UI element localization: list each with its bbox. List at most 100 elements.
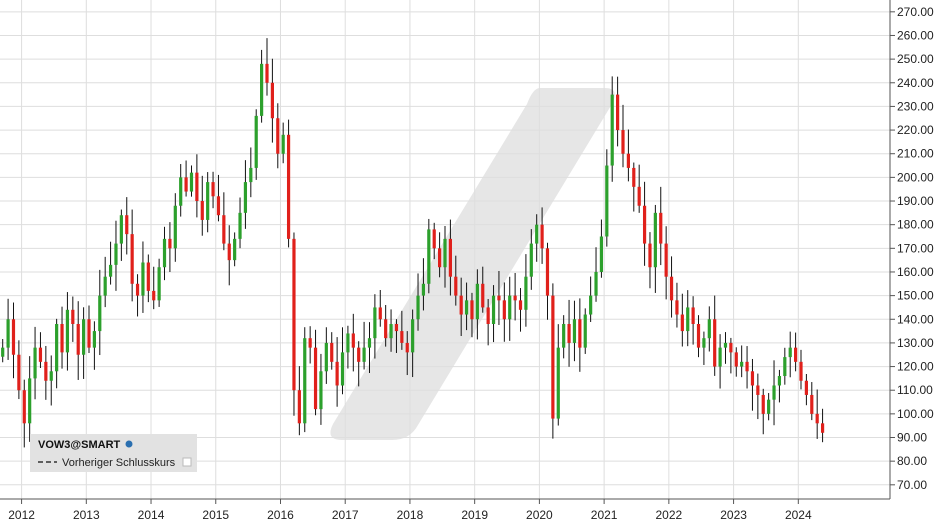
candle-body <box>108 264 113 277</box>
candle-body <box>103 276 107 296</box>
candle-body <box>92 331 96 348</box>
y-tick-label: 170.00 <box>897 241 934 255</box>
candle-body <box>675 300 679 315</box>
candle-body <box>340 352 345 386</box>
y-tick-label: 230.00 <box>897 99 934 113</box>
candle-body <box>87 319 91 348</box>
candle-body <box>502 300 506 320</box>
x-tick-label: 2023 <box>720 508 747 522</box>
candle-body <box>626 153 630 168</box>
candle-body <box>71 309 75 324</box>
candle-body <box>421 283 426 296</box>
candle-body <box>464 300 469 315</box>
y-tick-label: 200.00 <box>897 170 934 184</box>
candle-body <box>513 295 517 301</box>
candle-body <box>777 376 782 386</box>
candle-body <box>265 63 269 83</box>
candle-body <box>297 390 301 424</box>
candle-body <box>491 295 496 324</box>
candle-body <box>653 212 657 268</box>
candle-body <box>249 167 253 183</box>
candle-body <box>17 354 21 391</box>
legend-item-previous-close: Vorheriger Schlusskurs <box>62 457 176 469</box>
y-tick-label: 210.00 <box>897 147 934 161</box>
candle-body <box>303 338 307 424</box>
candle-body <box>286 134 291 239</box>
candle-body <box>707 319 711 339</box>
candle-body <box>664 243 668 277</box>
candle-body <box>691 307 695 324</box>
candle-body <box>799 361 803 381</box>
candle-body <box>551 295 555 419</box>
candle-body <box>702 338 706 348</box>
x-tick-label: 2020 <box>526 508 553 522</box>
candle-body <box>729 342 733 353</box>
x-tick-label: 2016 <box>267 508 294 522</box>
y-tick-label: 150.00 <box>897 289 934 303</box>
candle-body <box>820 423 825 433</box>
x-tick-label: 2024 <box>785 508 812 522</box>
legend-toggle-checkbox[interactable] <box>182 457 192 467</box>
candle-body <box>243 182 248 213</box>
x-tick-label: 2018 <box>397 508 424 522</box>
candle-body <box>616 94 620 131</box>
candle-body <box>346 333 350 353</box>
candle-body <box>518 300 523 310</box>
candle-body <box>227 243 231 261</box>
candle-body <box>529 243 533 277</box>
candle-body <box>308 338 312 348</box>
x-tick-label: 2017 <box>332 508 359 522</box>
candle-body <box>373 307 377 339</box>
candle-body <box>319 371 323 410</box>
candle-body <box>750 371 755 386</box>
candle-body <box>44 361 48 381</box>
candle-body <box>389 323 393 339</box>
candle-body <box>6 319 10 348</box>
candle-body <box>783 357 787 377</box>
candle-body <box>470 300 474 320</box>
candle-body <box>206 182 210 220</box>
y-tick-label: 90.00 <box>897 431 927 445</box>
candle-body <box>562 323 566 348</box>
candle-body <box>815 413 819 424</box>
candle-body <box>475 283 479 320</box>
candle-body <box>65 309 70 353</box>
candle-body <box>76 323 80 355</box>
x-tick-label: 2012 <box>8 508 35 522</box>
candle-body <box>367 338 372 348</box>
y-tick-label: 220.00 <box>897 123 934 137</box>
candle-body <box>680 314 684 332</box>
candle-body <box>276 118 280 154</box>
candle-body <box>772 385 776 400</box>
candle-body <box>427 229 431 284</box>
candle-body <box>411 319 415 353</box>
y-tick-label: 130.00 <box>897 336 934 350</box>
y-tick-label: 250.00 <box>897 52 934 66</box>
candle-body <box>540 224 544 249</box>
legend-title: VOW3@SMART <box>38 439 121 451</box>
y-tick-label: 100.00 <box>897 407 934 421</box>
candle-body <box>416 295 420 320</box>
candle-body <box>761 394 765 414</box>
candle-body <box>535 224 539 244</box>
candle-body <box>38 347 43 362</box>
candle-body <box>82 319 86 355</box>
candle-body <box>578 319 582 348</box>
candle-body <box>572 319 577 343</box>
candle-body <box>794 347 798 362</box>
candle-body <box>637 186 641 206</box>
candle-body <box>621 130 625 154</box>
candle-body <box>459 295 463 315</box>
candle-body <box>22 390 26 424</box>
y-tick-label: 270.00 <box>897 5 934 19</box>
candle-body <box>162 238 167 268</box>
axes: 70.00 80.00 90.00 100.00 110.00 120.00 130.00 1… <box>0 0 934 522</box>
candle-body <box>324 342 328 372</box>
candle-body <box>610 94 614 166</box>
x-tick-label: 2021 <box>591 508 618 522</box>
candle-body <box>222 215 226 244</box>
candle-body <box>454 276 458 296</box>
candle-body <box>632 167 636 187</box>
candle-body <box>448 238 452 277</box>
legend-background <box>30 434 197 472</box>
